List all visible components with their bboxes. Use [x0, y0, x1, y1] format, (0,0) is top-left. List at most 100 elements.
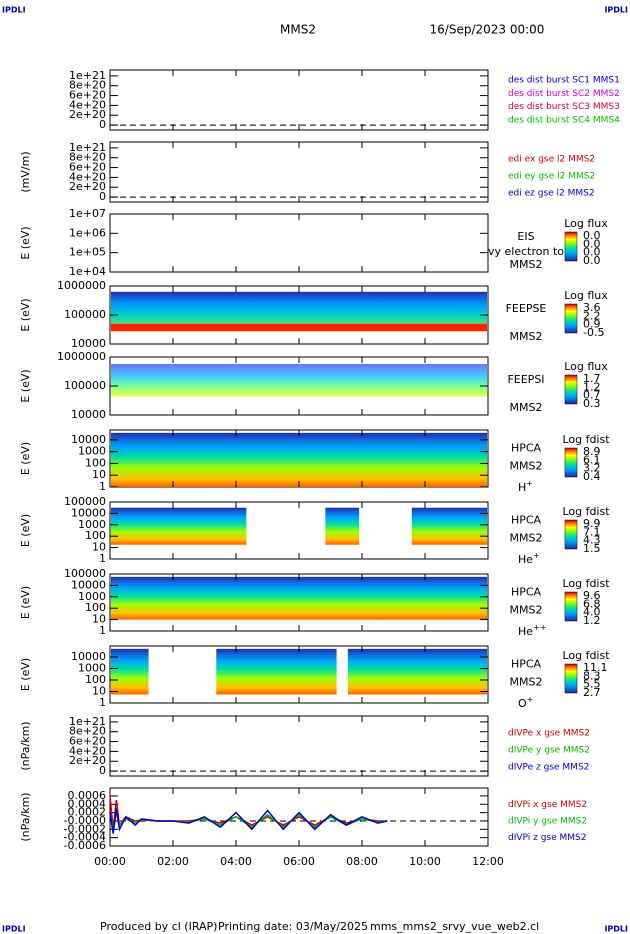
- colorbar-label: 7.1: [583, 525, 601, 538]
- species-charge: +: [527, 695, 534, 704]
- y-tick-label: 6e+20: [69, 89, 106, 102]
- logo: IPDLI: [2, 925, 26, 934]
- y-tick-label: 10000: [71, 408, 106, 421]
- y-tick-label: 100000: [64, 567, 106, 580]
- instrument-label: MMS2: [510, 258, 543, 271]
- y-axis-label: E (eV): [19, 226, 32, 259]
- colorbar-title: Log flux: [564, 217, 608, 230]
- colorbar-label: 3.6: [583, 301, 601, 314]
- colorbar-label: 0.0: [583, 254, 601, 267]
- instrument-label: MMS2: [510, 330, 543, 343]
- spectrogram-image: [111, 648, 149, 695]
- y-tick-label: 100000: [64, 495, 106, 508]
- instrument-label: HPCA: [511, 442, 542, 455]
- y-tick-label: 1: [99, 480, 106, 493]
- legend-entry: edi ez gse l2 MMS2: [508, 189, 595, 199]
- instrument-label: HPCA: [511, 514, 542, 527]
- species-base: He: [518, 553, 533, 566]
- y-tick-label: 8e+20: [69, 725, 106, 738]
- instrument-label: FEEPSE: [506, 302, 547, 315]
- spectrogram-image: [216, 648, 337, 695]
- legend-entry: dIVPi x gse MMS2: [508, 800, 587, 810]
- logo: IPDLI: [604, 6, 628, 15]
- species-charge: ++: [533, 623, 546, 632]
- y-tick-label: 1000: [78, 518, 106, 531]
- spectrogram-image: [111, 432, 487, 487]
- colorbar: [564, 374, 578, 405]
- species-label: He++: [518, 623, 546, 639]
- title: MMS2: [280, 23, 316, 37]
- instrument-label: MMS2: [510, 460, 543, 473]
- footer-credit: Produced by cl (IRAP): [100, 920, 217, 933]
- spectrogram-image: [111, 507, 247, 545]
- colorbar-label: 1.2: [583, 614, 601, 627]
- spectrogram-image: [111, 291, 487, 324]
- colorbar-label: 0.4: [583, 470, 601, 483]
- instrument-label: EIS: [517, 230, 534, 243]
- y-tick-label: 1e+07: [69, 207, 106, 220]
- y-tick-label: 4e+20: [69, 170, 106, 183]
- y-tick-label: 4e+20: [69, 98, 106, 111]
- y-tick-label: 10: [92, 613, 106, 626]
- y-axis-label: E (eV): [19, 514, 32, 547]
- colorbar-label: 2.7: [583, 686, 601, 699]
- y-tick-label: -0.0000: [64, 814, 106, 827]
- colorbar-label: 0.0: [583, 246, 601, 259]
- colorbar-label: 4.3: [583, 534, 601, 547]
- y-tick-label: 6e+20: [69, 735, 106, 748]
- y-tick-label: 100: [85, 529, 106, 542]
- y-tick-label: 1000000: [57, 279, 106, 292]
- colorbar: [564, 519, 578, 550]
- y-tick-label: 1000: [78, 661, 106, 674]
- instrument-label: MMS2: [510, 532, 543, 545]
- colorbar-title: Log fdist: [562, 433, 610, 446]
- y-axis-label: E (eV): [19, 298, 32, 331]
- y-tick-label: 0: [99, 190, 106, 203]
- spectrogram-image: [111, 363, 487, 397]
- y-axis-label: (nPa/km): [19, 792, 32, 841]
- x-tick-label: 04:00: [220, 855, 252, 868]
- instrument-label: MMS2: [510, 604, 543, 617]
- panel-frame: [109, 69, 489, 131]
- colorbar-label: 8.9: [583, 445, 601, 458]
- y-tick-label: 0.0004: [68, 797, 107, 810]
- y-tick-label: 0.0006: [68, 789, 107, 802]
- legend-entry: des dist burst SC4 MMS4: [508, 116, 620, 126]
- y-axis-label: E (eV): [19, 658, 32, 691]
- colorbar: [564, 663, 578, 694]
- colorbar-label: 0.0: [583, 229, 601, 242]
- colorbar-label: 5.5: [583, 678, 601, 691]
- y-tick-label: 10: [92, 468, 106, 481]
- logo: IPDLI: [2, 6, 26, 15]
- species-charge: +: [533, 551, 540, 560]
- spectrogram-image: [325, 507, 360, 545]
- colorbar-title: Log flux: [564, 289, 608, 302]
- instrument-label: HPCA: [511, 658, 542, 671]
- y-axis-label: (mV/m): [19, 151, 32, 192]
- y-axis-label: E (eV): [19, 442, 32, 475]
- y-tick-label: 1000: [78, 445, 106, 458]
- x-tick-label: 06:00: [283, 855, 315, 868]
- colorbar-label: 1.7: [583, 372, 601, 385]
- colorbar-label: 0.9: [583, 318, 601, 331]
- y-axis-label: E (eV): [19, 369, 32, 402]
- x-tick-label: 10:00: [409, 855, 441, 868]
- legend-entry: edi ey gse l2 MMS2: [508, 172, 595, 182]
- y-axis-label: E (eV): [19, 586, 32, 619]
- y-tick-label: 0: [99, 764, 106, 777]
- spectrogram-image: [111, 323, 487, 332]
- x-tick-label: 12:00: [472, 855, 504, 868]
- species-label: O+: [518, 695, 533, 711]
- colorbar: [564, 231, 578, 262]
- y-tick-label: 10000: [71, 650, 106, 663]
- instrument-label: MMS2: [510, 401, 543, 414]
- legend-entry: des dist burst SC3 MMS3: [508, 102, 620, 112]
- panel-frame: [109, 141, 489, 203]
- y-tick-label: 0.0002: [68, 806, 107, 819]
- x-tick-label: 02:00: [157, 855, 189, 868]
- colorbar-label: 9.6: [583, 589, 601, 602]
- footer-date: Printing date: 03/May/2025: [218, 920, 368, 933]
- colorbar-label: 0.7: [583, 389, 601, 402]
- legend-entry: dIVPi z gse MMS2: [508, 833, 586, 843]
- y-tick-label: 1e+21: [69, 69, 106, 82]
